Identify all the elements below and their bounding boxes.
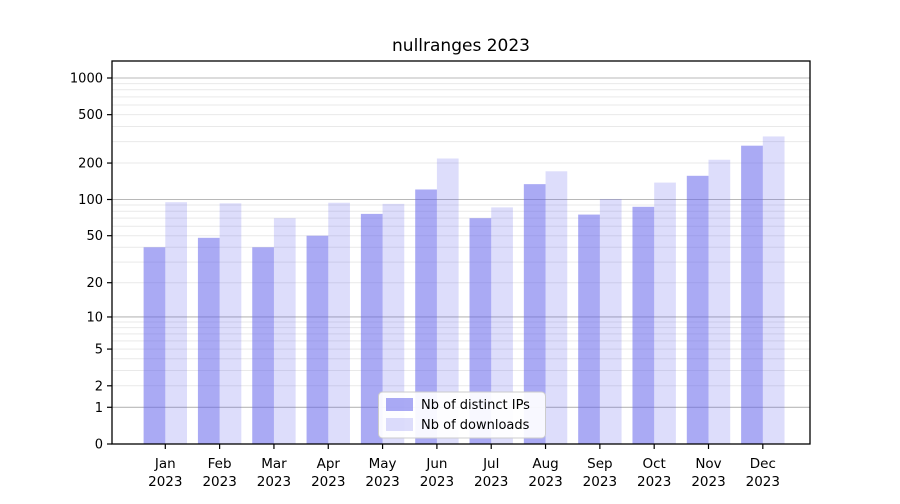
- bar-downloads-nov: [708, 159, 731, 444]
- bar-distinct-ips-oct: [632, 206, 655, 444]
- bar-distinct-ips-mar: [252, 247, 274, 444]
- x-tick-label-month: Sep: [587, 456, 612, 472]
- bar-downloads-mar: [273, 218, 296, 444]
- x-tick-label-month: Feb: [208, 456, 232, 472]
- y-tick-label: 20: [86, 276, 103, 291]
- x-tick-label-year: 2023: [257, 474, 291, 490]
- x-tick-label-month: Aug: [532, 456, 558, 472]
- y-tick-label: 1: [95, 401, 103, 416]
- bar-distinct-ips-aug: [523, 184, 546, 444]
- x-tick-label-month: Oct: [643, 456, 666, 472]
- legend-swatch-distinct-ips: [386, 398, 413, 411]
- axes-frame: [111, 60, 811, 445]
- x-tick-label-month: Nov: [695, 456, 721, 472]
- x-tick-label-month: Mar: [261, 456, 287, 472]
- y-tick-label: 200: [78, 157, 103, 172]
- x-tick-label-month: Apr: [317, 456, 341, 472]
- bar-downloads-dec: [762, 136, 785, 445]
- bar-distinct-ips-jan: [143, 247, 166, 444]
- y-tick-label: 10: [86, 310, 103, 325]
- x-tick-label-month: Jan: [154, 456, 176, 472]
- legend-label-distinct-ips: Nb of distinct IPs: [421, 398, 530, 413]
- chart-title: nullranges 2023: [392, 36, 530, 56]
- bar-distinct-ips-jul: [469, 218, 492, 444]
- x-tick-label-year: 2023: [746, 474, 780, 490]
- bar-distinct-ips-jun: [415, 189, 437, 444]
- y-tick-label: 100: [78, 193, 103, 208]
- x-tick-label-month: Jul: [482, 456, 499, 472]
- bar-distinct-ips-feb: [197, 237, 220, 444]
- bar-distinct-ips-dec: [741, 145, 763, 445]
- bar-downloads-oct: [654, 182, 676, 444]
- x-tick-label-year: 2023: [691, 474, 725, 490]
- y-tick-label: 2: [95, 379, 103, 394]
- x-tick-label-year: 2023: [583, 474, 617, 490]
- bar-downloads-sep: [599, 198, 622, 444]
- bar-distinct-ips-may: [360, 213, 383, 444]
- x-tick-label-month: Jun: [425, 456, 447, 472]
- x-tick-label-year: 2023: [528, 474, 562, 490]
- bar-downloads-apr: [328, 202, 350, 444]
- legend-box: [378, 391, 546, 439]
- legend-label-downloads: Nb of downloads: [421, 418, 530, 433]
- x-tick-label-month: Dec: [750, 456, 776, 472]
- x-tick-label-year: 2023: [202, 474, 236, 490]
- bar-distinct-ips-sep: [578, 214, 600, 444]
- y-tick-label: 50: [86, 229, 103, 244]
- x-tick-label-year: 2023: [420, 474, 454, 490]
- x-tick-label-year: 2023: [474, 474, 508, 490]
- bar-downloads-jul: [491, 207, 513, 444]
- x-tick-label-year: 2023: [148, 474, 182, 490]
- y-tick-label: 0: [95, 438, 103, 453]
- bar-downloads-feb: [219, 203, 242, 444]
- bar-distinct-ips-apr: [306, 235, 329, 444]
- bar-distinct-ips-nov: [686, 175, 709, 444]
- legend-swatch-downloads: [386, 418, 413, 431]
- x-tick-label-month: May: [369, 456, 397, 472]
- y-tick-label: 1000: [70, 72, 103, 87]
- bar-downloads-aug: [545, 171, 568, 444]
- x-tick-label-year: 2023: [311, 474, 345, 490]
- y-tick-label: 5: [95, 343, 103, 358]
- bar-downloads-jan: [165, 202, 187, 444]
- bar-downloads-jun: [436, 158, 459, 444]
- x-tick-label-year: 2023: [637, 474, 671, 490]
- x-tick-label-year: 2023: [365, 474, 399, 490]
- y-tick-label: 500: [78, 108, 103, 123]
- bar-downloads-may: [382, 203, 405, 444]
